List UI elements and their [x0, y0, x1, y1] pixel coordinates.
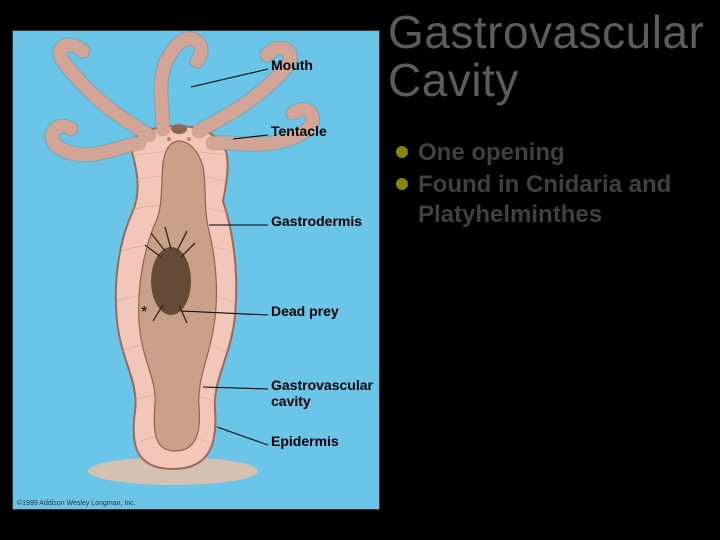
label-mouth: Mouth	[271, 57, 313, 73]
slide-title: Gastrovascular Cavity	[388, 8, 704, 105]
bullet-text: One opening	[418, 138, 565, 168]
bullet-dot-icon	[396, 178, 408, 190]
title-line-2: Cavity	[388, 54, 519, 106]
diagram-panel: * Mouth Tentacl	[12, 30, 380, 510]
label-epidermis: Epidermis	[271, 433, 339, 449]
bullet-list: One opening Found in Cnidaria and Platyh…	[396, 138, 706, 232]
title-line-1: Gastrovascular	[388, 6, 704, 58]
copyright-text: ©1999 Addison Wesley Longman, Inc.	[17, 500, 136, 507]
bullet-dot-icon	[396, 146, 408, 158]
svg-text:*: *	[141, 304, 147, 321]
label-gastrovascular-cavity-2: cavity	[271, 393, 311, 409]
label-tentacle: Tentacle	[271, 123, 327, 139]
bullet-item: Found in Cnidaria and Platyhelminthes	[396, 170, 706, 230]
label-gastrovascular-cavity-1: Gastrovascular	[271, 377, 373, 393]
label-dead-prey: Dead prey	[271, 303, 339, 319]
bullet-item: One opening	[396, 138, 706, 168]
bullet-text: Found in Cnidaria and Platyhelminthes	[418, 170, 706, 230]
label-gastrodermis: Gastrodermis	[271, 213, 362, 229]
